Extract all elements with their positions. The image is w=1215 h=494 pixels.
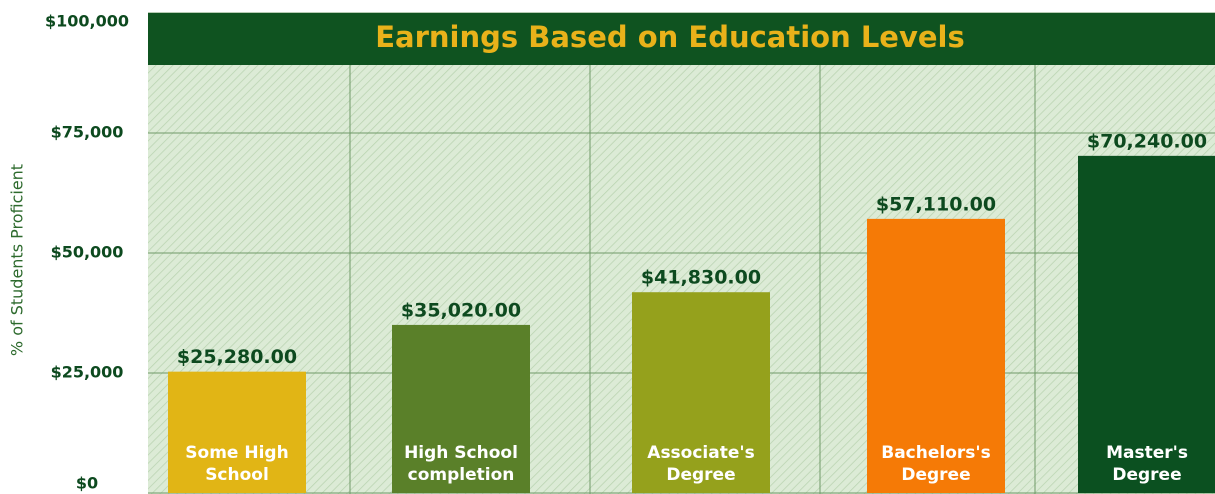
value-label: $25,280.00	[177, 346, 297, 368]
category-label: High School completion	[404, 443, 518, 485]
value-label: $35,020.00	[401, 299, 521, 321]
category-label: Master's Degree	[1106, 443, 1188, 485]
category-label: Some High School	[185, 443, 289, 485]
title-band	[148, 13, 1215, 65]
y-tick-label: $100,000	[45, 12, 129, 31]
category-grid	[349, 65, 1036, 494]
value-label: $57,110.00	[876, 193, 996, 215]
bar	[867, 218, 1005, 493]
bar	[392, 324, 530, 493]
y-tick-label: $0	[76, 474, 98, 493]
y-tick-label: $25,000	[51, 363, 124, 382]
value-label: $41,830.00	[641, 267, 761, 289]
y-tick-label: $50,000	[51, 243, 124, 262]
bar	[632, 292, 770, 493]
value-label: $70,240.00	[1087, 130, 1207, 152]
bar	[168, 371, 306, 493]
category-label: Bachelors's Degree	[881, 443, 991, 485]
y-tick-label: $75,000	[51, 123, 124, 142]
y-axis-label: % of Students Proficient	[8, 164, 27, 356]
bar	[1078, 155, 1215, 493]
category-label: Associate's Degree	[647, 443, 755, 485]
chart-title: Earnings Based on Education Levels	[375, 20, 965, 54]
